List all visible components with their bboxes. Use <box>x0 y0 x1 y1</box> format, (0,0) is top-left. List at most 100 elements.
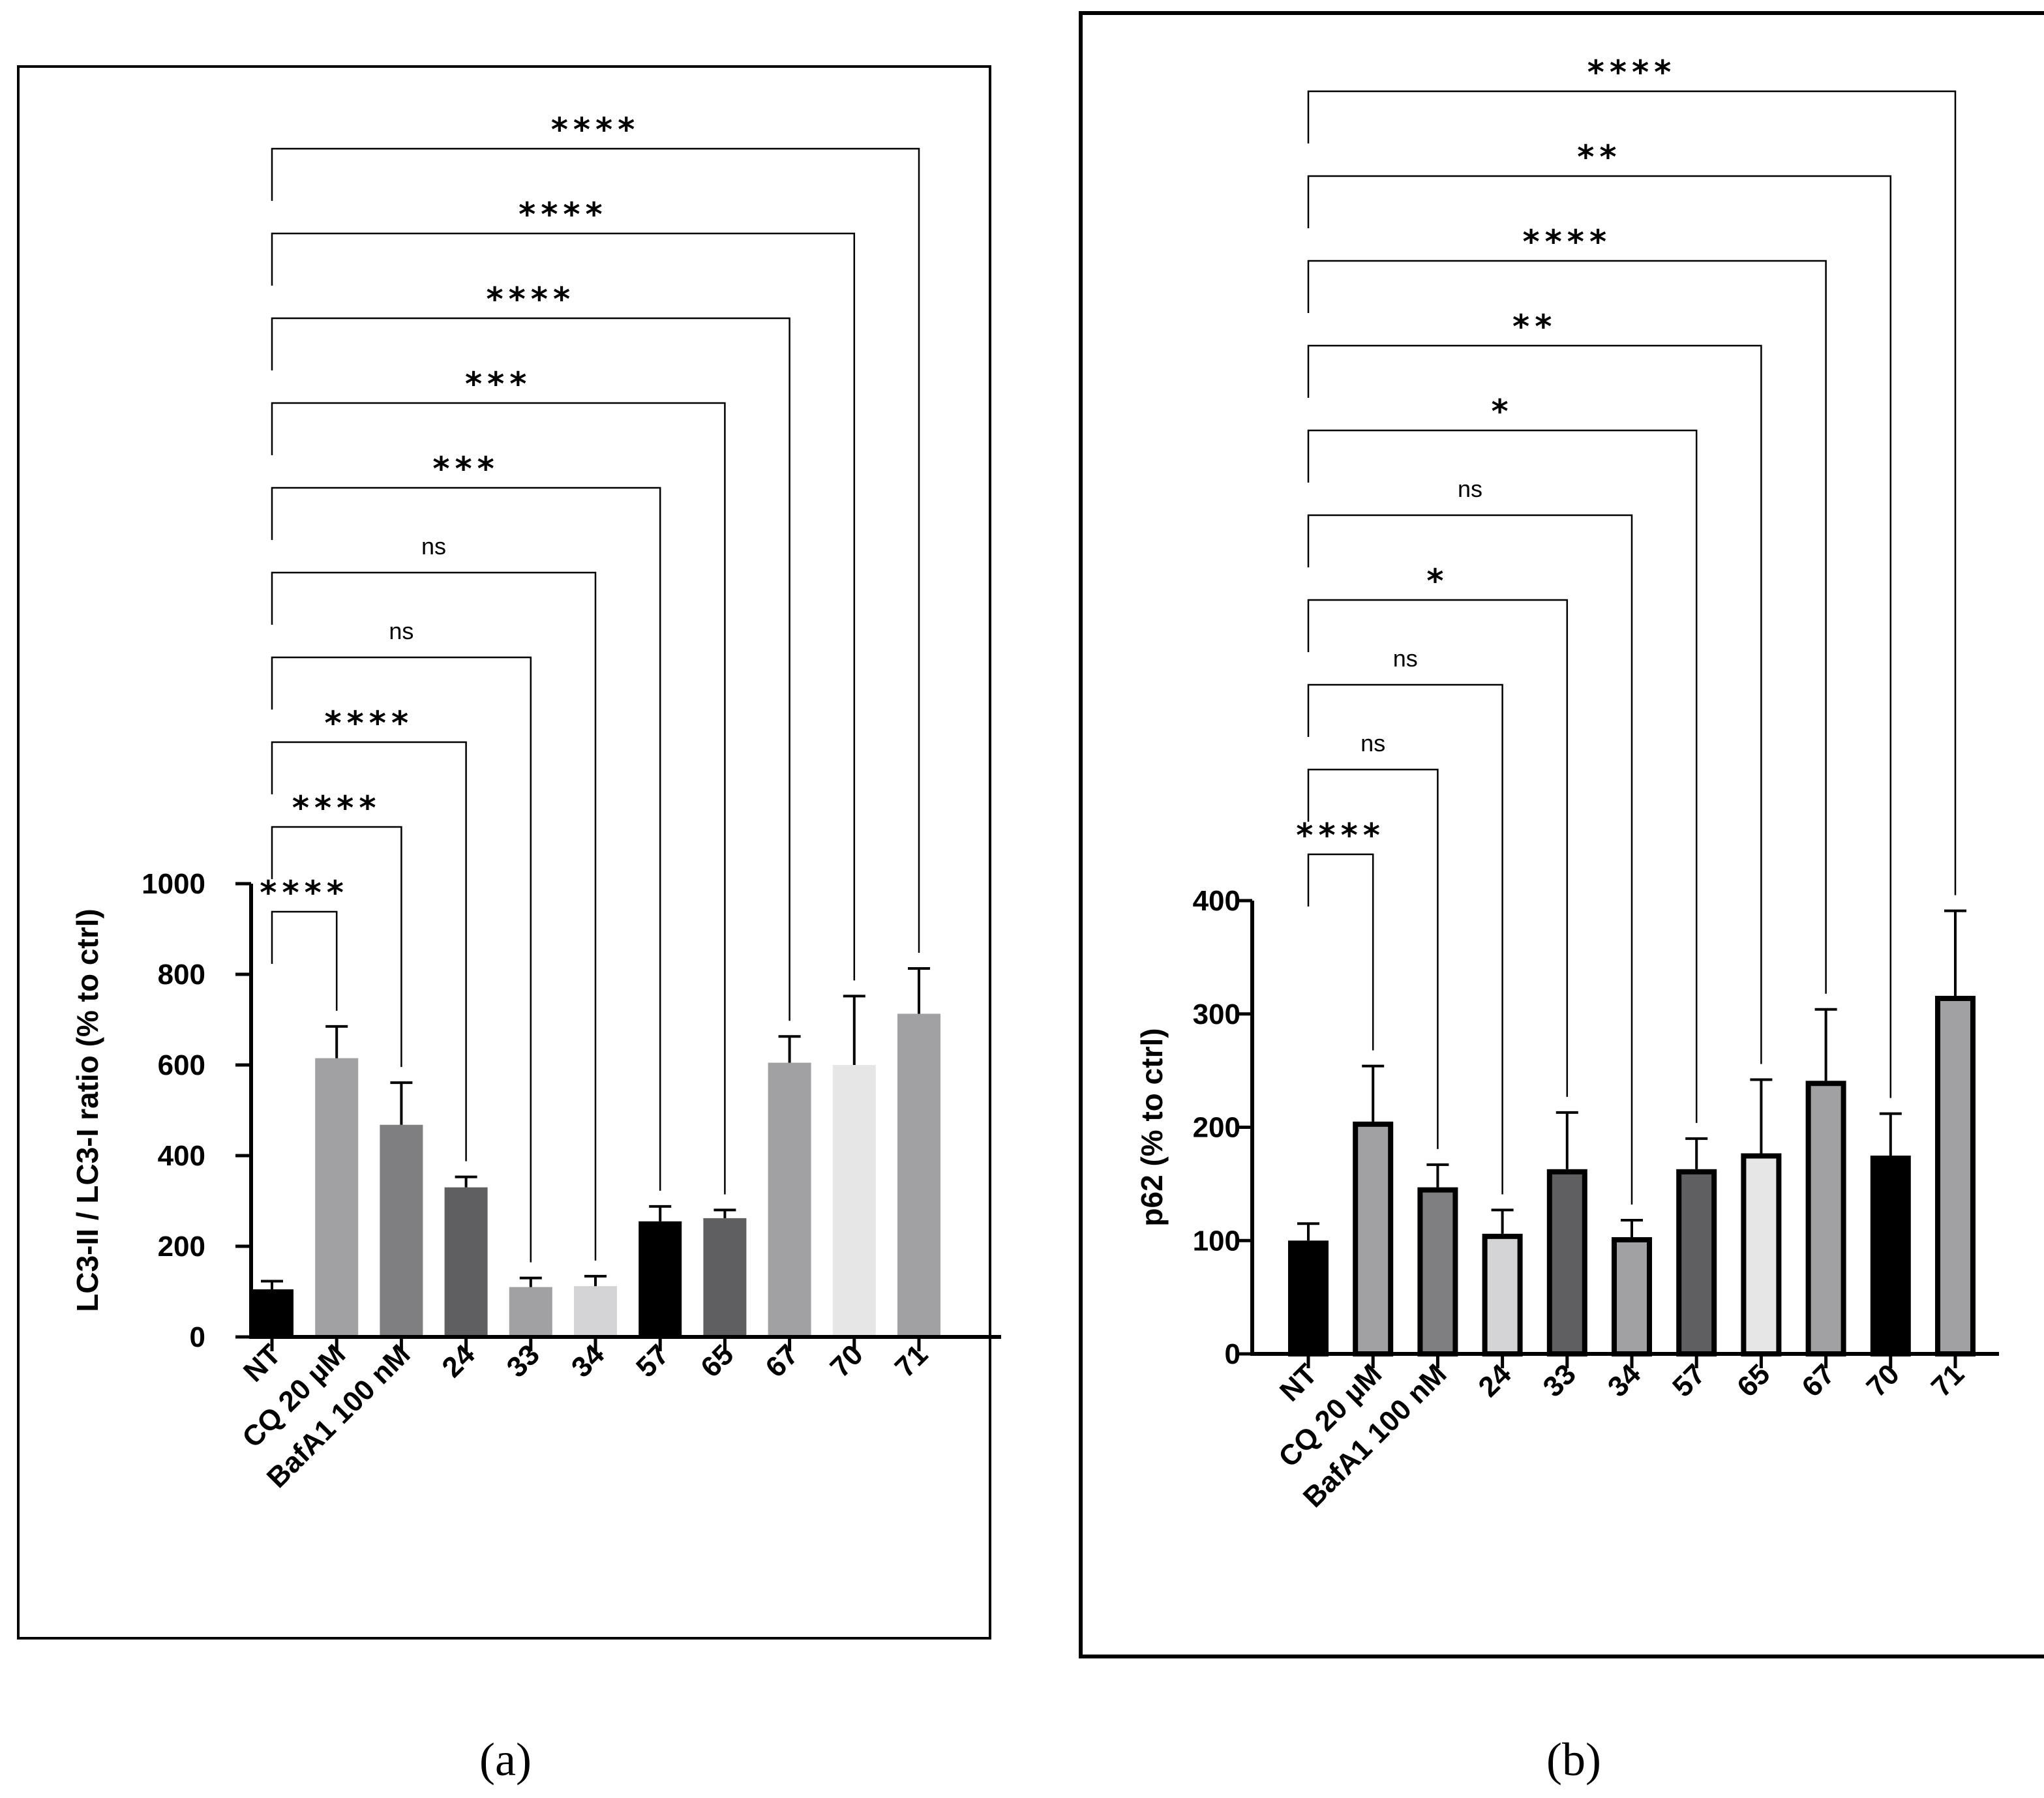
panel-b-significance-label-5: ns <box>1458 475 1482 502</box>
panel-a-bar-6 <box>639 1221 682 1337</box>
panel-b-bracket-8 <box>1307 260 1827 994</box>
panel-b-ytick-label-4: 400 <box>1193 885 1240 917</box>
panel-a-bar-5 <box>574 1286 617 1337</box>
panel-a-bracket-9 <box>271 232 856 981</box>
panel-b-bracket-5 <box>1307 514 1633 1205</box>
panel-b-significance-label-1: **** <box>1296 817 1385 854</box>
panel-b-xtick-label-10: 71 <box>1925 1358 1970 1403</box>
panel-b-xtick-label-5: 34 <box>1602 1358 1647 1403</box>
panel-a-xtick-label-5: 34 <box>565 1338 611 1384</box>
panel-b-bar-1 <box>1353 1121 1394 1356</box>
panel-a-significance-label-10: **** <box>551 111 640 149</box>
panel-a-bracket-4 <box>271 656 532 1263</box>
panel-a-significance-label-3: **** <box>325 704 414 742</box>
panel-b-significance-label-9: ** <box>1577 138 1621 176</box>
panel-b-y-axis-title: p62 (% to ctrl) <box>1135 1028 1169 1226</box>
panel-b-bracket-6 <box>1307 429 1698 1123</box>
panel-a-significance-label-5: ns <box>421 533 446 560</box>
panel-b-bracket-4 <box>1307 599 1569 1097</box>
panel-b-xtick-label-9: 70 <box>1861 1358 1906 1403</box>
panel-b-ytick-label-1: 100 <box>1193 1225 1240 1257</box>
panel-a-bracket-6 <box>271 487 661 1191</box>
panel-b-bar-7 <box>1741 1153 1782 1357</box>
panel-a-significance-label-1: **** <box>260 874 349 912</box>
panel-a-significance-label-2: **** <box>292 789 382 827</box>
panel-a-y-axis-title: LC3-II / LC3-I ratio (% to ctrl) <box>70 908 104 1311</box>
caption-a: (a) <box>479 1733 532 1786</box>
panel-b-bracket-2 <box>1307 768 1439 1149</box>
panel-b-xtick-label-0: NT <box>1274 1358 1323 1407</box>
panel-b-frame <box>1079 11 2044 1658</box>
panel-a-bracket-3 <box>271 741 467 1161</box>
panel-b-significance-label-7: ** <box>1512 308 1557 346</box>
panel-a-significance-label-6: *** <box>432 450 499 488</box>
panel-a-ytick-label-1: 200 <box>158 1231 205 1263</box>
panel-a-bracket-8 <box>271 317 790 1021</box>
panel-a-bracket-5 <box>271 571 597 1261</box>
caption-b: (b) <box>1546 1733 1601 1786</box>
panel-b-significance-label-2: ns <box>1360 730 1385 757</box>
panel-a-frame <box>17 65 991 1640</box>
panel-b-bar-0 <box>1288 1240 1329 1356</box>
panel-a-bracket-7 <box>271 402 726 1195</box>
panel-a-bracket-10 <box>271 147 920 953</box>
panel-a-bar-7 <box>703 1218 747 1337</box>
panel-a-bar-1 <box>315 1058 359 1337</box>
panel-b-bracket-9 <box>1307 175 1892 1098</box>
panel-a-xtick-label-6: 57 <box>630 1338 675 1383</box>
chart-panel-a: ************nsns******************020040… <box>70 111 1001 1494</box>
panel-a-bar-4 <box>509 1287 552 1337</box>
panel-b-ytick-label-2: 200 <box>1193 1112 1240 1144</box>
chart-panel-b: ****nsns*ns*************0100200300400NTC… <box>1135 53 1999 1514</box>
panel-b-xtick-label-8: 67 <box>1796 1358 1841 1403</box>
panel-a-significance-label-8: **** <box>487 280 576 318</box>
panel-b-xtick-label-3: 24 <box>1472 1358 1518 1403</box>
panel-a-ytick-label-5: 1000 <box>142 868 205 900</box>
panel-a-bar-9 <box>832 1065 876 1337</box>
panel-a-xtick-label-3: 24 <box>436 1338 481 1384</box>
panel-b-xtick-label-7: 65 <box>1731 1358 1776 1403</box>
panel-b-bracket-1 <box>1307 853 1374 1051</box>
panel-b-ytick-label-3: 300 <box>1193 998 1240 1030</box>
panel-b-xtick-label-4: 33 <box>1537 1358 1582 1403</box>
panel-a-bar-3 <box>444 1187 488 1337</box>
panel-a-bar-2 <box>380 1124 423 1337</box>
panel-b-significance-label-6: * <box>1492 393 1514 430</box>
panel-b-significance-label-4: * <box>1426 562 1449 600</box>
panel-a-bracket-2 <box>271 826 402 1068</box>
panel-b-xtick-label-6: 57 <box>1666 1358 1711 1403</box>
panel-b-bar-10 <box>1935 995 1976 1356</box>
panel-a-bar-10 <box>897 1013 940 1337</box>
panel-a-xtick-label-4: 33 <box>501 1338 546 1383</box>
panel-b-bar-3 <box>1482 1233 1523 1356</box>
panel-b-bar-5 <box>1612 1237 1652 1356</box>
panel-b-bar-4 <box>1546 1169 1587 1356</box>
panel-a-ytick-label-2: 400 <box>158 1140 205 1172</box>
panel-a-bar-8 <box>768 1062 811 1337</box>
panel-b-bar-8 <box>1805 1081 1846 1356</box>
panel-a-bar-0 <box>250 1289 293 1337</box>
panel-a-significance-label-4: ns <box>389 618 413 644</box>
panel-a-xtick-label-9: 70 <box>824 1338 869 1383</box>
panel-a-significance-label-7: *** <box>465 365 532 403</box>
panel-a-xtick-label-8: 67 <box>759 1338 804 1383</box>
panel-b-bar-6 <box>1676 1169 1717 1356</box>
panel-a-xtick-label-10: 71 <box>889 1338 934 1383</box>
panel-a-xtick-label-0: NT <box>237 1338 287 1388</box>
panel-b-significance-label-8: **** <box>1523 223 1612 261</box>
panel-b-bar-9 <box>1870 1155 1911 1356</box>
panel-b-significance-label-3: ns <box>1393 645 1418 672</box>
panel-b-bar-2 <box>1417 1187 1458 1357</box>
panel-b-ytick-label-0: 0 <box>1225 1338 1240 1370</box>
panel-b-significance-label-10: **** <box>1587 53 1677 91</box>
panel-a-ytick-label-3: 600 <box>158 1049 205 1081</box>
panel-a-ytick-label-0: 0 <box>190 1321 205 1353</box>
panel-a-ytick-label-4: 800 <box>158 959 205 991</box>
panel-b-bracket-7 <box>1307 344 1762 1064</box>
panel-b-bracket-3 <box>1307 683 1503 1195</box>
panel-a-bracket-1 <box>271 910 338 1011</box>
panel-a-xtick-label-7: 65 <box>695 1338 740 1383</box>
panel-a-significance-label-9: **** <box>519 196 608 233</box>
panel-b-bracket-10 <box>1307 90 1957 895</box>
